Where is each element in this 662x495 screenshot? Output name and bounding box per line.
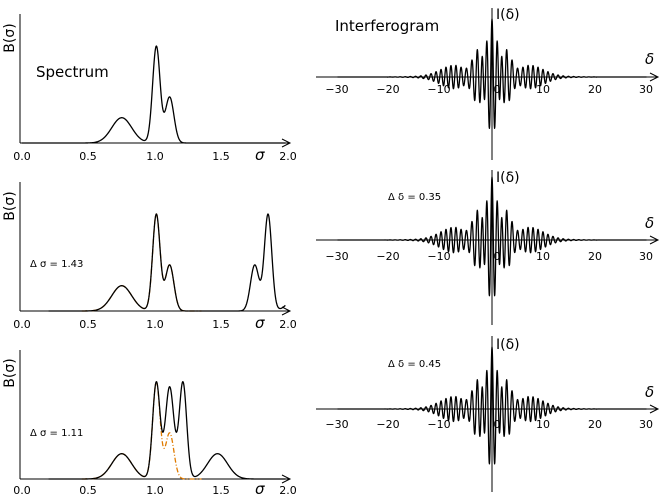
x-tick-labels: −30 −20 −10 0 10 20 30	[325, 250, 653, 263]
interferogram-curve	[337, 18, 647, 129]
y-axis-label: I(δ)	[496, 337, 520, 353]
spectrum-curve	[21, 45, 286, 144]
x-axis-arrowhead	[281, 474, 292, 484]
x-tick-label: 0	[494, 250, 501, 263]
x-tick-label: 0.5	[79, 318, 97, 331]
x-tick-label: 10	[536, 418, 550, 431]
interferogram-annotation: Δ δ = 0.35	[388, 192, 441, 203]
x-tick-label: 0.0	[13, 484, 31, 495]
x-tick-label: 1.0	[146, 484, 164, 495]
x-tick-label: −20	[376, 250, 399, 263]
aliased-spectrum-curve	[48, 381, 286, 480]
aliased-spectrum-curve	[48, 213, 286, 312]
x-tick-label: 20	[588, 250, 602, 263]
spectrum-panel-1: B(σ) Spectrum 0.0 0.5 1.0 1.5 2.0 σ	[2, 14, 297, 164]
x-tick-label: 1.5	[212, 484, 230, 495]
x-tick-label: 2.0	[279, 150, 297, 163]
interferogram-curve	[337, 346, 647, 465]
x-axis-label: δ	[645, 214, 654, 232]
x-tick-label: 1.0	[146, 318, 164, 331]
interferogram-panel-2: Δ δ = 0.35 I(δ) δ −30 −20 −10 0 10 20 30	[316, 170, 660, 325]
x-axis-label: δ	[645, 383, 654, 401]
x-tick-label: 1.5	[212, 318, 230, 331]
x-tick-labels: 0.0 0.5 1.0 1.5 2.0	[13, 484, 297, 495]
x-axis-arrowhead	[281, 138, 292, 148]
spectrum-title: Spectrum	[36, 63, 109, 81]
x-tick-label: 10	[536, 83, 550, 96]
spectrum-annotation: Δ σ = 1.43	[30, 259, 83, 270]
x-tick-label: 2.0	[279, 484, 297, 495]
spectrum-panel-3: B(σ) Δ σ = 1.11 0.0 0.5 1.0 1.5 2.0 σ	[2, 350, 297, 495]
x-tick-label: 0.0	[13, 318, 31, 331]
x-tick-label: −20	[376, 83, 399, 96]
x-tick-label: 0	[494, 83, 501, 96]
x-axis-label: σ	[255, 314, 265, 332]
x-tick-label: 0	[494, 418, 501, 431]
x-tick-label: 10	[536, 250, 550, 263]
x-tick-label: 0.5	[79, 484, 97, 495]
x-tick-label: −30	[325, 418, 348, 431]
spectrum-panel-2: B(σ) Δ σ = 1.43 0.0 0.5 1.0 1.5 2.0 σ	[2, 182, 297, 332]
x-axis-label: σ	[255, 146, 265, 164]
x-tick-label: 0.0	[13, 150, 31, 163]
y-axis-label: I(δ)	[496, 7, 520, 23]
y-axis-label: I(δ)	[496, 170, 520, 186]
interferogram-title: Interferogram	[335, 17, 439, 35]
x-tick-label: 30	[639, 250, 653, 263]
x-tick-label: 2.0	[279, 318, 297, 331]
interferogram-panel-3: Δ δ = 0.45 I(δ) δ −30 −20 −10 0 10 20 30	[316, 336, 660, 492]
spectrum-annotation: Δ σ = 1.11	[30, 428, 83, 439]
x-tick-label: −10	[427, 418, 450, 431]
x-axis-arrowhead	[281, 306, 292, 316]
x-tick-label: 1.0	[146, 150, 164, 163]
x-axis-arrowhead	[649, 72, 660, 82]
x-axis-label: σ	[255, 480, 265, 495]
x-tick-label: −10	[427, 83, 450, 96]
x-tick-label: −20	[376, 418, 399, 431]
x-tick-labels: 0.0 0.5 1.0 1.5 2.0	[13, 318, 297, 331]
x-tick-label: 1.5	[212, 150, 230, 163]
x-tick-label: 30	[639, 418, 653, 431]
x-axis-arrowhead	[649, 404, 660, 414]
x-tick-labels: −30 −20 −10 0 10 20 30	[325, 83, 653, 96]
x-tick-labels: −30 −20 −10 0 10 20 30	[325, 418, 653, 431]
x-tick-label: −30	[325, 250, 348, 263]
interferogram-curve	[337, 176, 647, 297]
spectrum-ylabel: B(σ)	[2, 358, 18, 387]
x-tick-label: 20	[588, 418, 602, 431]
interferogram-panel-1: Interferogram I(δ) δ −30 −20 −10 0 10 20…	[316, 7, 660, 160]
x-tick-labels: 0.0 0.5 1.0 1.5 2.0	[13, 150, 297, 163]
original-spectrum-curve	[81, 213, 202, 312]
x-tick-label: 30	[639, 83, 653, 96]
x-axis-arrowhead	[649, 235, 660, 245]
x-tick-label: 0.5	[79, 150, 97, 163]
spectrum-ylabel: B(σ)	[2, 23, 18, 52]
spectrum-ylabel: B(σ)	[2, 191, 18, 220]
interferogram-annotation: Δ δ = 0.45	[388, 359, 441, 370]
original-spectrum-curve	[81, 381, 202, 480]
x-axis-label: δ	[645, 50, 654, 68]
x-tick-label: 20	[588, 83, 602, 96]
x-tick-label: −30	[325, 83, 348, 96]
x-tick-label: −10	[427, 250, 450, 263]
